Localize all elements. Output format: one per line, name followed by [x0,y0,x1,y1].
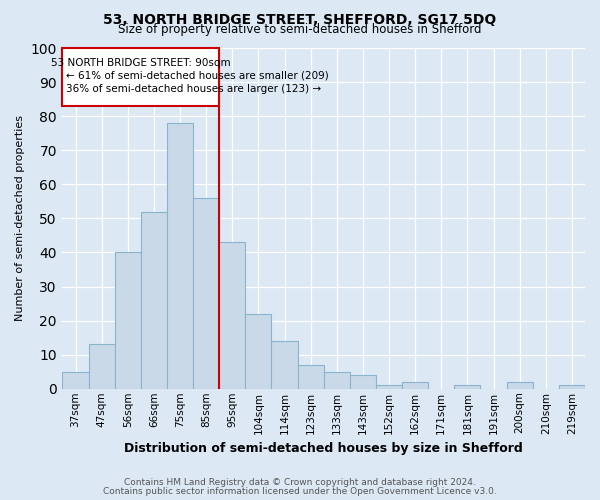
Bar [141,212,167,389]
Bar [350,375,376,389]
FancyBboxPatch shape [62,48,219,106]
Bar [559,386,585,389]
Text: 36% of semi-detached houses are larger (123) →: 36% of semi-detached houses are larger (… [67,84,322,94]
Bar [298,365,324,389]
Text: ← 61% of semi-detached houses are smaller (209): ← 61% of semi-detached houses are smalle… [67,70,329,80]
Bar [245,314,271,389]
Bar [376,386,402,389]
Bar [271,341,298,389]
Bar [115,252,141,389]
Text: 53, NORTH BRIDGE STREET, SHEFFORD, SG17 5DQ: 53, NORTH BRIDGE STREET, SHEFFORD, SG17 … [103,12,497,26]
Bar [193,198,219,389]
Y-axis label: Number of semi-detached properties: Number of semi-detached properties [15,116,25,322]
Bar [454,386,481,389]
Bar [62,372,89,389]
Bar [324,372,350,389]
Text: Size of property relative to semi-detached houses in Shefford: Size of property relative to semi-detach… [118,22,482,36]
Bar [89,344,115,389]
Text: 53 NORTH BRIDGE STREET: 90sqm: 53 NORTH BRIDGE STREET: 90sqm [51,58,230,68]
X-axis label: Distribution of semi-detached houses by size in Shefford: Distribution of semi-detached houses by … [124,442,523,455]
Bar [506,382,533,389]
Bar [402,382,428,389]
Text: Contains HM Land Registry data © Crown copyright and database right 2024.: Contains HM Land Registry data © Crown c… [124,478,476,487]
Text: Contains public sector information licensed under the Open Government Licence v3: Contains public sector information licen… [103,486,497,496]
Bar [167,123,193,389]
Bar [219,242,245,389]
